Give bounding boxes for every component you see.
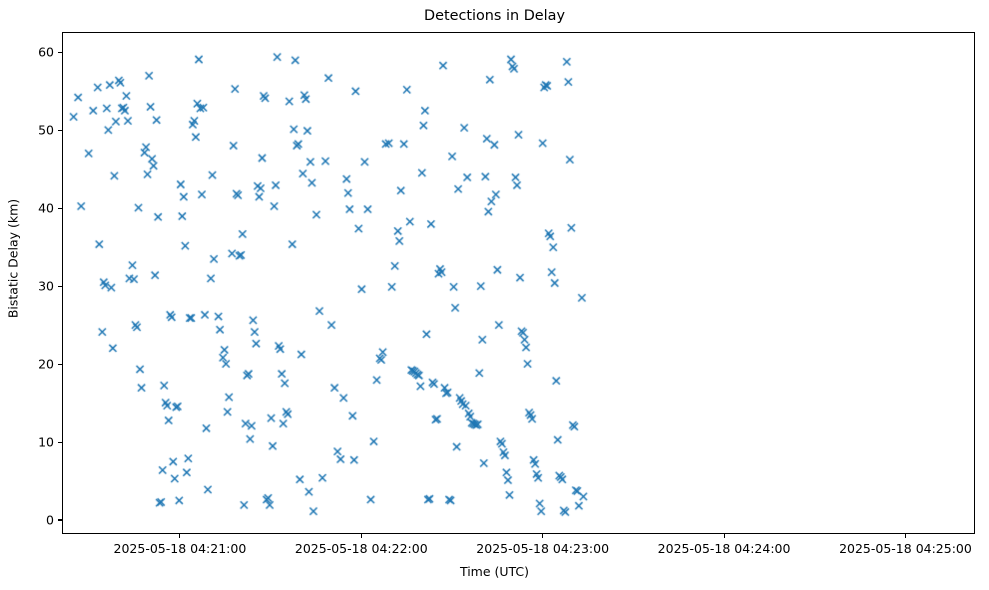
y-tick-label: 10: [38, 434, 54, 450]
scatter-plot-canvas: [63, 33, 974, 533]
x-tick-mark: [904, 534, 907, 538]
x-tick-label: 2025-05-18 04:22:00: [294, 541, 428, 556]
y-tick-mark: [58, 519, 62, 521]
y-tick-mark: [58, 363, 62, 365]
y-tick-mark: [58, 285, 62, 287]
y-axis-label: Bistatic Delay (km): [5, 198, 21, 319]
x-tick-mark: [179, 534, 181, 538]
y-tick-label: 60: [38, 44, 54, 60]
x-tick-label: 2025-05-18 04:23:00: [476, 541, 610, 556]
x-axis-label: Time (UTC): [459, 564, 530, 579]
chart-title: Detections in Delay: [424, 8, 565, 24]
y-tick-mark: [58, 129, 62, 131]
x-tick-mark: [360, 534, 362, 538]
y-tick-mark: [58, 441, 62, 443]
x-tick-label: 2025-05-18 04:25:00: [839, 541, 972, 556]
plot-axes: [62, 32, 975, 534]
x-tick-mark: [542, 534, 544, 538]
y-tick-label: 20: [38, 356, 54, 372]
x-tick-label: 2025-05-18 04:21:00: [113, 541, 247, 556]
y-tick-label: 30: [38, 278, 54, 294]
y-tick-label: 0: [46, 512, 54, 528]
y-tick-mark: [58, 51, 62, 53]
y-tick-label: 40: [38, 200, 54, 216]
y-tick-label: 50: [38, 122, 54, 138]
x-tick-mark: [723, 534, 725, 538]
y-tick-mark: [58, 207, 62, 209]
x-tick-label: 2025-05-18 04:24:00: [657, 541, 791, 556]
